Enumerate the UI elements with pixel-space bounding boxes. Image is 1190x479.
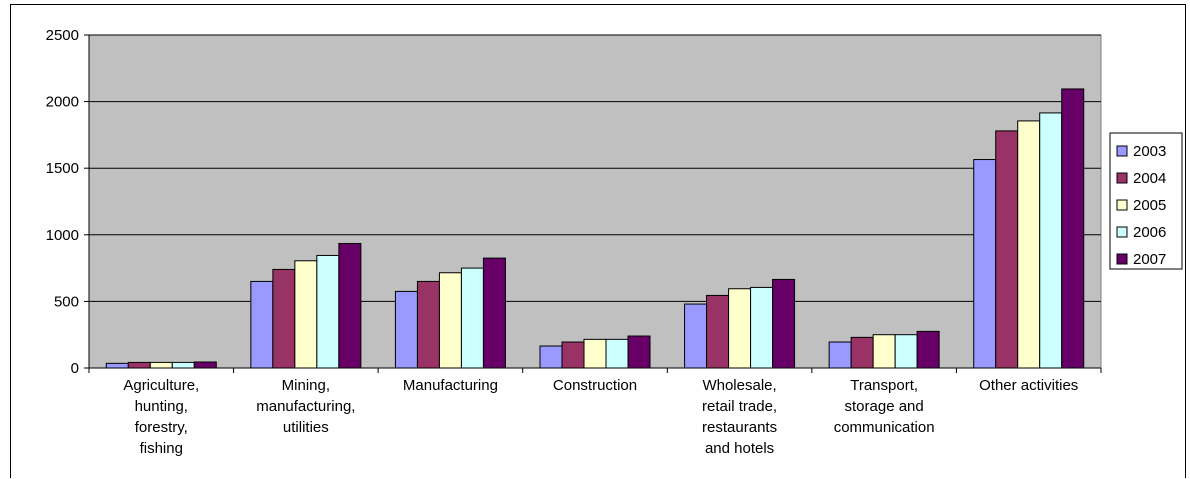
x-tick-label: Transport, storage and communication [834,377,935,436]
legend: 2003 2004 2005 2006 2007 [1109,132,1183,270]
bar-2005 [149,361,173,369]
x-tick-label-line: and hotels [705,440,774,457]
bar-2003 [828,341,852,369]
x-tick-label-line: Manufacturing [403,377,498,394]
chart-frame [10,4,1186,478]
bar-2004 [850,336,874,369]
x-tick-label-line: Transport, [850,377,918,394]
y-tick-label: 1000 [46,227,79,244]
bar-2006 [750,286,774,369]
y-tick-label: 2500 [46,27,79,44]
plot-area [88,34,1102,369]
bar-2003 [250,280,274,369]
x-tick-label-line: retail trade, [702,398,777,415]
bar-2007 [193,361,217,369]
bar-2004 [272,268,296,369]
x-tick-label: Other activities [979,377,1078,394]
bar-2003 [394,290,418,369]
bar-2005 [728,288,752,369]
bar-2006 [171,361,195,369]
x-tick-label-line: Other activities [979,377,1078,394]
bar-2006 [605,338,629,369]
bar-2006 [894,334,918,369]
legend-label: 2004 [1133,170,1166,187]
bar-2007 [916,330,940,369]
x-tick-label-line: fishing [140,440,183,457]
bar-2005 [583,338,607,369]
x-tick-label-line: Construction [553,377,637,394]
legend-swatch-2006 [1116,226,1128,238]
legend-swatch-2004 [1116,172,1128,184]
bar-2003 [684,303,708,369]
bar-2003 [539,345,563,369]
bar-2004 [416,280,440,369]
legend-label: 2003 [1133,143,1166,160]
y-tick-label: 1500 [46,160,79,177]
x-tick-label-line: communication [834,419,935,436]
y-tick-label: 500 [54,293,79,310]
bar-2004 [995,130,1019,369]
x-tick-label-line: Agriculture, [123,377,199,394]
bars [105,88,1085,369]
bar-2007 [338,242,362,369]
bar-2004 [127,361,151,369]
legend-label: 2006 [1133,224,1166,241]
y-axis: 0 500 1000 1500 2000 2500 [46,27,90,377]
bar-2007 [1061,88,1085,369]
legend-swatch-2007 [1116,253,1128,265]
bar-2004 [561,341,585,369]
legend-label: 2005 [1133,197,1166,214]
x-tick-label-line: manufacturing, [256,398,355,415]
bar-2006 [316,254,340,369]
bar-2007 [627,335,651,369]
bar-2005 [438,272,462,369]
legend-label: 2007 [1133,251,1166,268]
x-tick-label: Construction [553,377,637,394]
legend-swatch-2005 [1116,199,1128,211]
x-tick-label-line: forestry, [135,419,188,436]
x-tick-label-line: storage and [845,398,924,415]
bar-2007 [772,278,796,369]
bar-2003 [973,159,997,369]
x-tick-label: Mining, manufacturing, utilities [256,377,355,436]
x-tick-label-line: hunting, [135,398,188,415]
x-axis: Agriculture, hunting, forestry, fishing Mini… [88,367,1102,457]
x-tick-label-line: utilities [283,419,329,436]
bar-2005 [294,260,318,369]
legend-swatch-2003 [1116,145,1128,157]
x-tick-label: Wholesale, retail trade, restaurants and ho… [702,377,777,457]
bar-2006 [460,267,484,369]
y-tick-label: 2000 [46,94,79,111]
bar-2007 [482,257,506,369]
x-tick-label: Agriculture, hunting, forestry, fishing [123,377,199,457]
bar-2004 [706,294,730,369]
bar-2003 [105,362,129,369]
bar-2005 [1017,120,1041,369]
bar-2005 [872,334,896,369]
x-tick-label-line: Mining, [282,377,330,394]
y-tick-label: 0 [71,360,79,377]
x-tick-label: Manufacturing [403,377,498,394]
x-tick-label-line: Wholesale, [702,377,776,394]
x-tick-label-line: restaurants [702,419,777,436]
bar-2006 [1039,112,1063,369]
